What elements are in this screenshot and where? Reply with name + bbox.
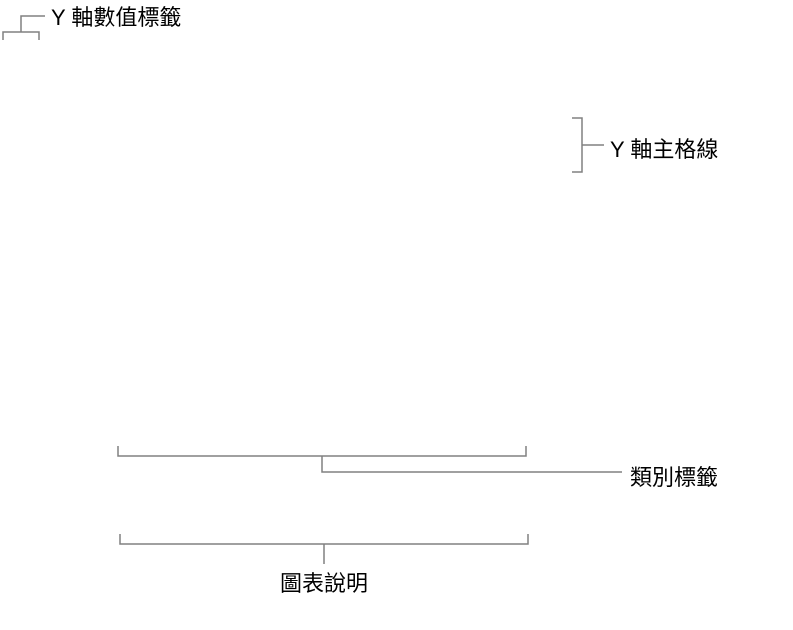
bracket-category-label [118, 446, 638, 476]
label-chart-legend: 圖表說明 [280, 566, 368, 598]
bracket-chart-legend [120, 534, 528, 564]
bracket-y-axis-gridline [572, 118, 612, 172]
bracket-y-axis-value-label [3, 16, 53, 52]
label-y-axis-value: Y 軸數值標籤 [51, 0, 181, 32]
label-y-axis-gridline: Y 軸主格線 [610, 132, 718, 164]
label-category: 類別標籤 [630, 460, 718, 492]
